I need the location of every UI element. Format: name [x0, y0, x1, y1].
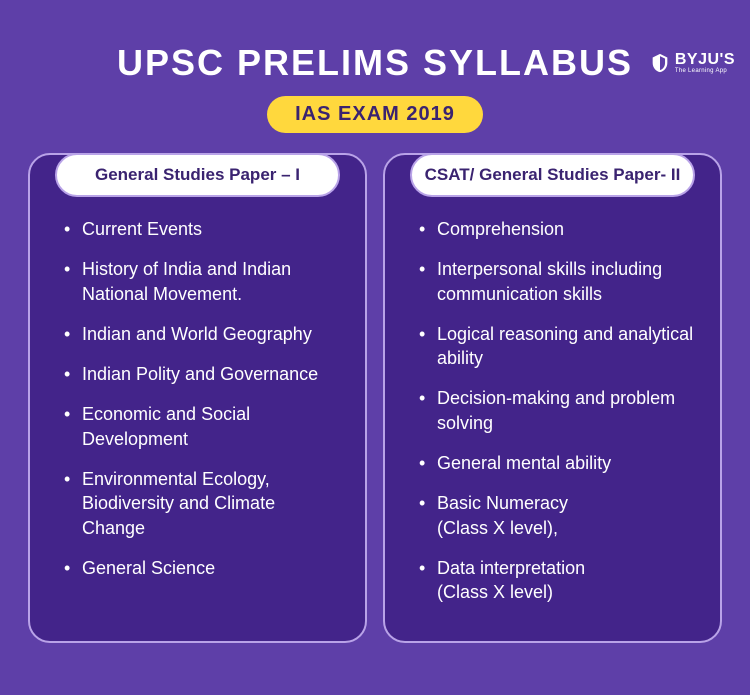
panel-header: CSAT/ General Studies Paper- II — [410, 153, 695, 197]
subtitle-wrapper: IAS EXAM 2019 — [0, 96, 750, 133]
panel-header: General Studies Paper – I — [55, 153, 340, 197]
list-item: General Science — [64, 556, 339, 580]
list-item: General mental ability — [419, 451, 694, 475]
logo-text: BYJU'S The Learning App — [675, 52, 735, 74]
list-item: Logical reasoning and analytical ability — [419, 322, 694, 371]
subtitle-pill: IAS EXAM 2019 — [267, 96, 483, 133]
panels-container: General Studies Paper – I Current Events… — [0, 153, 750, 643]
panel-paper-2: CSAT/ General Studies Paper- II Comprehe… — [383, 153, 722, 643]
list-item: Comprehension — [419, 217, 694, 241]
logo-tagline: The Learning App — [675, 68, 735, 74]
panel-header-text: CSAT/ General Studies Paper- II — [425, 165, 681, 184]
list-item: Indian Polity and Governance — [64, 362, 339, 386]
panel-header-text: General Studies Paper – I — [95, 165, 300, 184]
list-item: Environmental Ecology, Biodiversity and … — [64, 467, 339, 540]
list-item: History of India and Indian National Mov… — [64, 257, 339, 306]
page-title: UPSC PRELIMS SYLLABUS — [0, 42, 750, 84]
panel-paper-1: General Studies Paper – I Current Events… — [28, 153, 367, 643]
list-item: Decision-making and problem solving — [419, 386, 694, 435]
logo-brand: BYJU'S — [675, 52, 735, 68]
list-item: Indian and World Geography — [64, 322, 339, 346]
brand-logo: BYJU'S The Learning App — [649, 52, 735, 74]
list-item: Data interpretation(Class X level) — [419, 556, 694, 605]
syllabus-list: Comprehension Interpersonal skills inclu… — [385, 199, 720, 605]
list-item: Economic and Social Development — [64, 402, 339, 451]
list-item: Interpersonal skills including communica… — [419, 257, 694, 306]
list-item: Current Events — [64, 217, 339, 241]
list-item: Basic Numeracy(Class X level), — [419, 491, 694, 540]
syllabus-list: Current Events History of India and Indi… — [30, 199, 365, 580]
shield-icon — [649, 52, 671, 74]
